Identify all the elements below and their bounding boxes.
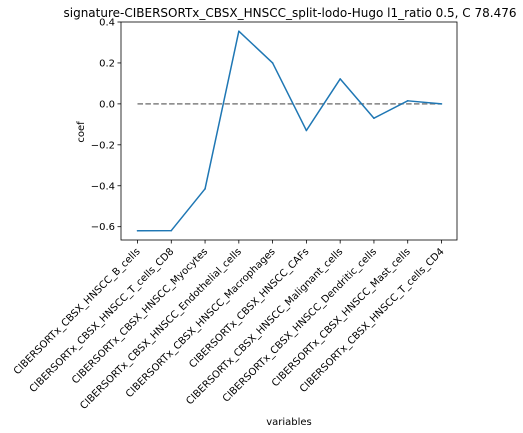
x-tick-label: CIBERSORTx_CBSX_HNSCC_B_cells bbox=[12, 246, 143, 377]
y-axis-label: coef bbox=[76, 121, 87, 143]
x-axis-label: variables bbox=[266, 417, 312, 428]
y-tick-label: 0.4 bbox=[99, 18, 115, 29]
x-tick-label: CIBERSORTx_CBSX_HNSCC_Malignant_cells bbox=[184, 246, 345, 407]
data-point bbox=[406, 100, 409, 102]
x-tick-label: CIBERSORTx_CBSX_HNSCC_Endothelial_cells bbox=[78, 246, 244, 412]
y-tick-label: 0.2 bbox=[99, 58, 115, 69]
data-point bbox=[204, 188, 206, 190]
data-point bbox=[238, 30, 240, 33]
y-tick-label: −0.6 bbox=[91, 222, 115, 233]
y-tick-label: −0.2 bbox=[91, 140, 115, 151]
data-point bbox=[136, 229, 139, 232]
data-point bbox=[373, 117, 375, 120]
plot-area: −0.6 −0.4 −0.2 0.0 0.2 0.4 CIBERSORTx_CBSX_HNS… bbox=[12, 18, 458, 412]
data-point bbox=[305, 129, 308, 132]
data-point bbox=[339, 78, 341, 80]
y-tick-label: −0.4 bbox=[91, 181, 115, 192]
data-point bbox=[271, 62, 274, 64]
data-point bbox=[170, 229, 173, 232]
chart-title: signature-CIBERSORTx_CBSX_HNSCC_split-lo… bbox=[63, 6, 516, 20]
y-tick-label: 0.0 bbox=[99, 99, 115, 110]
data-point bbox=[440, 103, 443, 105]
x-tick-label: CIBERSORTx_CBSX_HNSCC_Dendritic_cells bbox=[221, 246, 379, 404]
x-tick-label: CIBERSORTx_CBSX_HNSCC_CAFs bbox=[187, 246, 311, 370]
axes-frame bbox=[120, 21, 458, 241]
coef-series-line bbox=[137, 30, 442, 232]
